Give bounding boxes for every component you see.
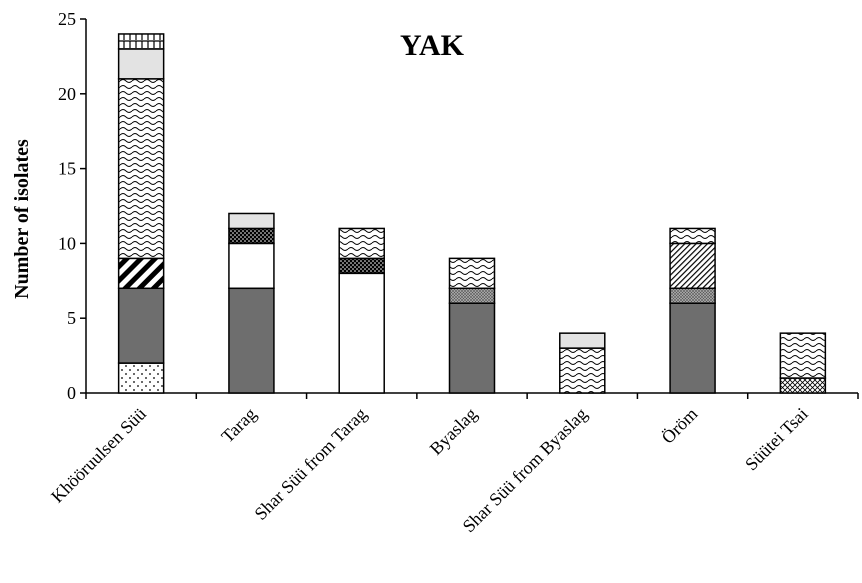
bar-segment-brick bbox=[117, 33, 165, 50]
bar-segment-wave bbox=[669, 227, 716, 245]
bar-segment-light-gray bbox=[559, 332, 606, 349]
bar-segment-dark-gray bbox=[228, 287, 275, 394]
bar-segment-dots bbox=[117, 362, 165, 394]
y-tick-label: 10 bbox=[58, 233, 76, 253]
x-category-label: Öröm bbox=[658, 404, 702, 448]
x-category-label: Tarag bbox=[217, 404, 260, 447]
bar-segment-light-gray bbox=[228, 212, 275, 230]
bar-segment-white bbox=[338, 272, 385, 394]
y-tick-label: 20 bbox=[58, 84, 76, 104]
bar-segment-crosshatch bbox=[669, 287, 716, 304]
x-category-label: Khööruulsen Süü bbox=[47, 404, 150, 507]
bar-segment-crosshatch bbox=[448, 287, 496, 304]
bar-segment-dense-dots bbox=[228, 227, 275, 245]
bar-segment-bold-diagonal bbox=[117, 257, 165, 290]
x-category-label: Shar Süü from Byaslag bbox=[459, 404, 592, 537]
y-tick-label: 25 bbox=[58, 9, 76, 29]
bar-segment-dark-gray bbox=[117, 287, 165, 364]
x-category-label: Süütei Tsai bbox=[741, 404, 812, 475]
y-tick-label: 15 bbox=[58, 159, 76, 179]
y-tick-label: 0 bbox=[67, 383, 76, 403]
x-category-label: Shar Süü from Tarag bbox=[250, 404, 370, 524]
bar-segment-dense-dots bbox=[338, 257, 385, 275]
bar-segment-fine-diagonal bbox=[669, 242, 716, 290]
axes: 0 5 10 15 20 25 bbox=[58, 9, 859, 403]
bar-segment-wave bbox=[559, 347, 606, 394]
bar-segment-wave bbox=[779, 332, 827, 379]
bars bbox=[117, 33, 827, 394]
bar-segment-wave bbox=[117, 78, 165, 260]
bar-segment-dark-gray bbox=[448, 302, 496, 394]
chart-title: YAK bbox=[400, 29, 465, 62]
bar-segment-light-gray bbox=[117, 48, 165, 80]
bar-segment-dark-gray bbox=[669, 302, 716, 394]
y-tick-label: 5 bbox=[67, 308, 76, 328]
bar-segment-white bbox=[228, 242, 275, 290]
bar-segment-wave bbox=[338, 227, 385, 260]
bar-segment-wave bbox=[448, 257, 496, 290]
bar-segment-diagonal-cross bbox=[779, 377, 827, 394]
x-category-label: Byaslag bbox=[426, 404, 481, 459]
y-axis-label: Number of isolates bbox=[11, 139, 33, 299]
